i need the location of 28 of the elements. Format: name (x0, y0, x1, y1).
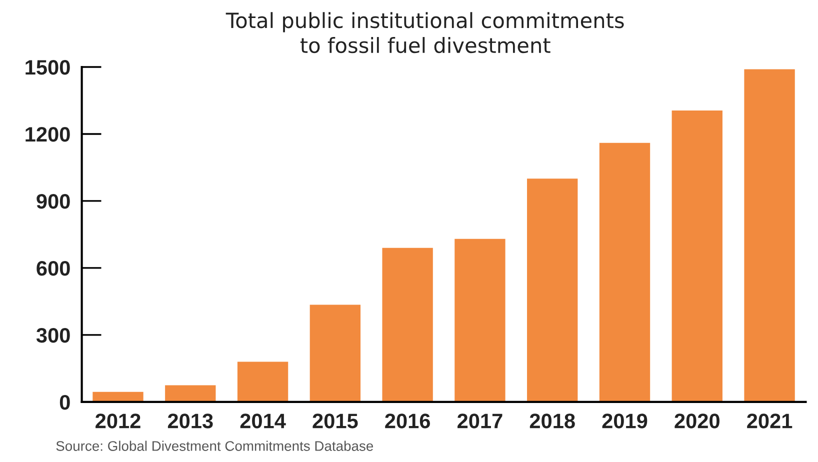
bar (310, 304, 361, 402)
x-tick-label: 2012 (96, 414, 140, 428)
x-tick-label: 2017 (458, 414, 502, 428)
x-tick-label: 2020 (674, 414, 720, 428)
x-tick-label: 2018 (530, 414, 575, 428)
x-tick-label: 2015 (312, 414, 358, 428)
chart-title: Total public institutional commitments to fossil fuel divestment (226, 12, 624, 54)
bar (92, 392, 144, 402)
y-tick-label: 1200 (26, 126, 70, 142)
x-tick-label: 2019 (602, 414, 648, 428)
y-tick-label: 600 (36, 260, 70, 276)
bar (672, 110, 722, 402)
x-tick-label: 2016 (385, 414, 430, 428)
x-tick-label: 2013 (168, 414, 213, 428)
bar (165, 385, 216, 402)
bar (237, 362, 288, 402)
x-tick-label: 2014 (240, 414, 286, 428)
x-tick-label: 2021 (747, 414, 792, 428)
bar (599, 142, 650, 402)
y-tick-label: 900 (36, 194, 70, 209)
bar (527, 178, 578, 402)
bar (744, 69, 795, 402)
bar (382, 248, 433, 402)
source-note: Source: Global Divestment Commitments Database (56, 440, 374, 451)
bar (454, 238, 506, 402)
y-tick-label: 0 (60, 394, 70, 410)
y-tick-label: 1500 (26, 60, 70, 75)
y-tick-label: 300 (36, 328, 70, 343)
